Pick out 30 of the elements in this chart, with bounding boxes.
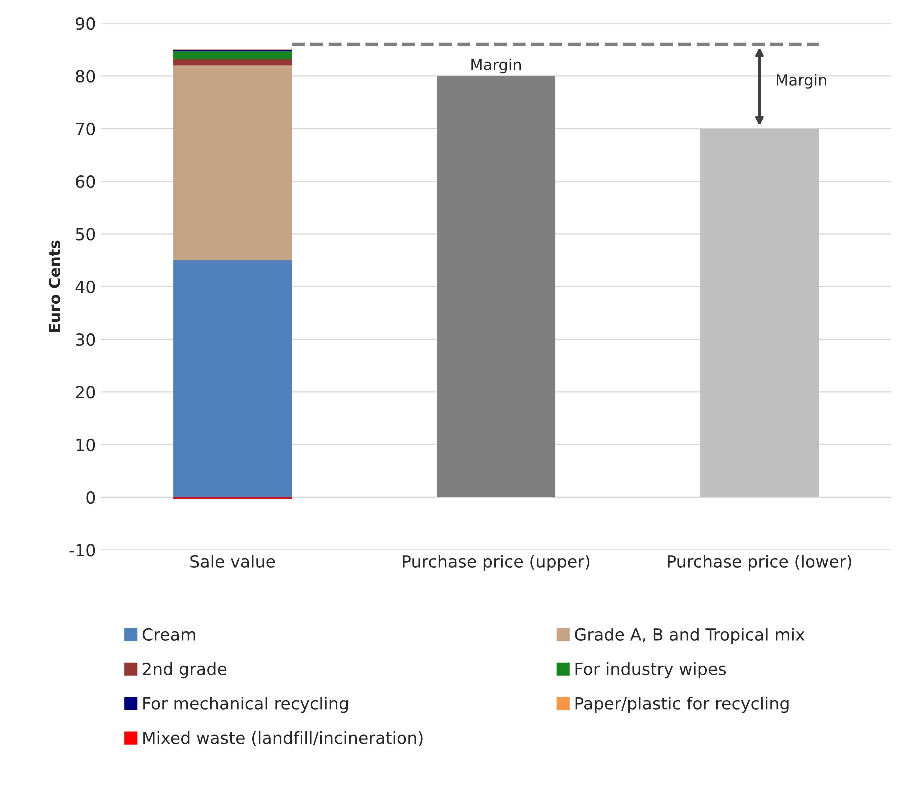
- bar: [174, 59, 292, 66]
- legend-label: Mixed waste (landfill/incineration): [144, 731, 423, 746]
- legend-label: Paper/plastic for recycling: [576, 697, 789, 714]
- annotation: Margin: [472, 58, 522, 74]
- y-tick-label: -10: [70, 544, 96, 557]
- legend-label: For industry wipes: [576, 662, 726, 679]
- x-tick-label: Purchase price (upper): [403, 555, 590, 572]
- y-tick-label: 10: [76, 438, 96, 452]
- y-tick-label: 0: [86, 492, 96, 504]
- y-tick-label: 30: [76, 334, 96, 346]
- bar: [174, 51, 292, 60]
- legend-label: For mechanical recycling: [144, 697, 348, 714]
- legend-label: Cream: [142, 628, 196, 641]
- bar: [174, 260, 292, 498]
- y-tick-label: 60: [76, 176, 96, 188]
- y-tick-label: 80: [76, 70, 96, 83]
- bar: [700, 128, 819, 498]
- annotation: Margin: [777, 74, 826, 89]
- bar: [174, 66, 292, 261]
- y-axis-title: Euro Cents: [48, 240, 60, 332]
- legend-label: Grade A, B and Tropical mix: [575, 628, 805, 644]
- y-tick-label: 50: [76, 228, 96, 241]
- x-tick-label: Purchase price (lower): [668, 555, 852, 572]
- y-tick-label: 40: [76, 280, 96, 294]
- bar: [436, 76, 556, 498]
- y-tick-label: 70: [76, 122, 96, 136]
- x-tick-label: Sale value: [190, 555, 276, 568]
- y-tick-label: 90: [76, 18, 96, 30]
- y-tick-label: 20: [76, 386, 96, 399]
- legend-label: 2nd grade: [143, 662, 227, 679]
